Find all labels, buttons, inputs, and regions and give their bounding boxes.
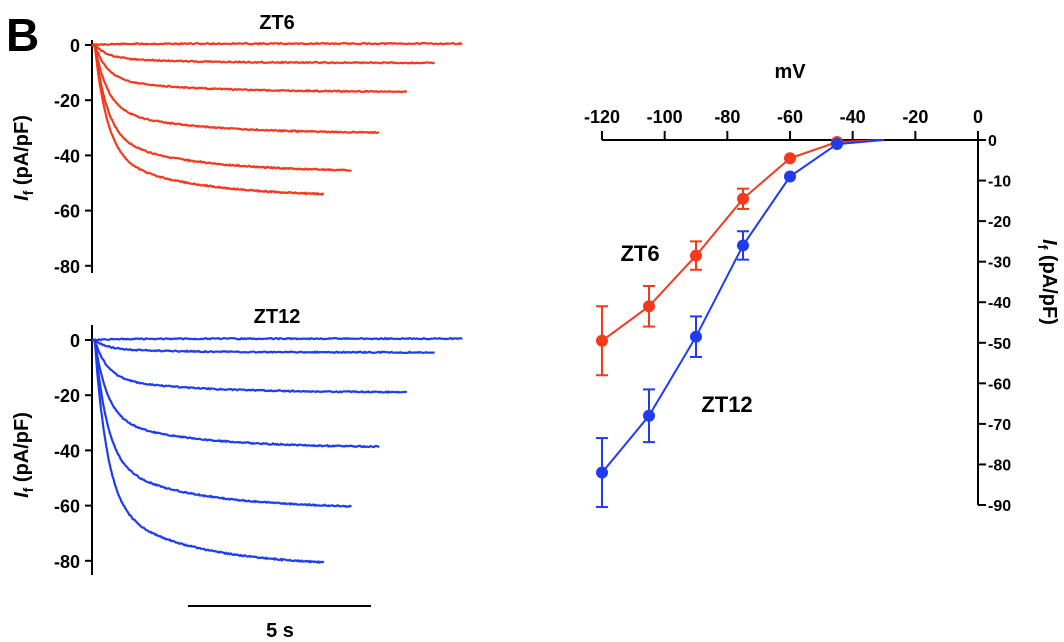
- y-tick-label: -60: [54, 497, 80, 517]
- current-trace-4: [91, 338, 380, 449]
- data-point: [737, 239, 749, 252]
- y-axis-label-subscript: f: [20, 190, 36, 195]
- current-trace-2: [91, 43, 436, 65]
- y-axis-label-zt12: If (pA/pF): [11, 412, 36, 498]
- x-tick-label: -40: [840, 107, 866, 127]
- current-trace-5: [91, 338, 352, 508]
- y-axis-label-symbol: I: [1038, 239, 1060, 245]
- trace-plot-zt6: ZT6 0 -20 -40 -60 -80 If (pA/pF): [11, 12, 463, 277]
- current-trace-1: [91, 336, 463, 342]
- x-tick-label: -80: [714, 107, 740, 127]
- y-axis-label-unit-text: (pA/pF): [1038, 255, 1060, 325]
- y-tick-label: -80: [988, 457, 1011, 474]
- x-tick-label: -60: [777, 107, 803, 127]
- current-trace-4: [91, 43, 380, 135]
- data-point: [831, 138, 843, 151]
- y-tick-label: -20: [988, 214, 1011, 231]
- data-point: [690, 330, 702, 343]
- x-tick-label: -100: [647, 107, 683, 127]
- data-point: [596, 334, 608, 347]
- traces-zt12: [91, 336, 463, 564]
- data-point: [690, 249, 702, 262]
- y-tick-label: -90: [988, 498, 1011, 515]
- current-trace-2: [91, 338, 435, 355]
- series-label-zt6: ZT6: [620, 241, 659, 266]
- y-tick-label: 0: [70, 331, 80, 351]
- y-axis-label-unit-text: (pA/pF): [11, 115, 33, 185]
- current-trace-1: [91, 41, 463, 47]
- data-point: [643, 409, 655, 422]
- current-trace-3: [92, 43, 408, 94]
- y-tick-label: -40: [54, 441, 80, 461]
- current-trace-6: [91, 43, 324, 197]
- y-axis-zt6: 0 -20 -40 -60 -80: [54, 36, 93, 277]
- y-tick-label: -40: [54, 146, 80, 166]
- y-tick-label: -50: [988, 336, 1011, 353]
- y-axis-label-symbol: I: [11, 492, 33, 498]
- y-tick-label: -80: [54, 552, 80, 572]
- iv-axes: -120 -100 -80 -60 -40 -20 00 -10 -20 -30 -40 -50 -60…: [584, 107, 1011, 515]
- y-tick-label: -20: [54, 91, 80, 111]
- x-tick-label: 0: [973, 107, 983, 127]
- trace-plot-zt12: ZT12 0 -20 -40 -60 -80 If (pA/pF): [11, 306, 463, 575]
- y-axis-zt12: 0 -20 -40 -60 -80: [54, 325, 93, 575]
- y-axis-label-zt6: If (pA/pF): [11, 115, 36, 201]
- traces-zt6: [91, 41, 463, 197]
- y-axis-label-subscript: f: [20, 487, 36, 492]
- x-tick-label: -120: [584, 107, 620, 127]
- iv-plot: mV -120 -100 -80 -60 -40 -20 00 -10 -20 -30 -40 -50…: [584, 61, 1060, 515]
- y-axis-label-unit-text: (pA/pF): [11, 412, 33, 482]
- y-tick-label: -60: [54, 202, 80, 222]
- series-label-zt12: ZT12: [701, 392, 752, 417]
- iv-y-axis-label: If (pA/pF): [1035, 239, 1060, 325]
- y-tick-label: -10: [988, 174, 1011, 191]
- iv-x-axis-label: mV: [774, 61, 806, 83]
- current-trace-6: [91, 338, 325, 564]
- y-tick-label: -30: [988, 255, 1011, 272]
- x-tick-label: -20: [902, 107, 928, 127]
- iv-series: [596, 136, 885, 509]
- data-point: [643, 300, 655, 313]
- data-point: [596, 466, 608, 479]
- y-axis-label-subscript: f: [1035, 245, 1051, 250]
- panel-label: B: [6, 9, 39, 61]
- data-point: [784, 170, 796, 183]
- y-tick-label: -20: [54, 386, 80, 406]
- y-tick-label: -70: [988, 417, 1011, 434]
- scale-bar-label: 5 s: [266, 620, 294, 642]
- y-axis-label-symbol: I: [11, 195, 33, 201]
- data-point: [737, 192, 749, 205]
- trace-title-zt6: ZT6: [259, 12, 295, 34]
- y-tick-label: -60: [988, 376, 1011, 393]
- y-tick-label: 0: [988, 133, 997, 150]
- y-tick-label: -80: [54, 257, 80, 277]
- y-tick-label: 0: [70, 36, 80, 56]
- data-point: [784, 152, 796, 165]
- current-trace-5: [91, 42, 352, 172]
- current-trace-3: [91, 338, 408, 395]
- y-tick-label: -40: [988, 295, 1011, 312]
- trace-title-zt12: ZT12: [254, 306, 301, 328]
